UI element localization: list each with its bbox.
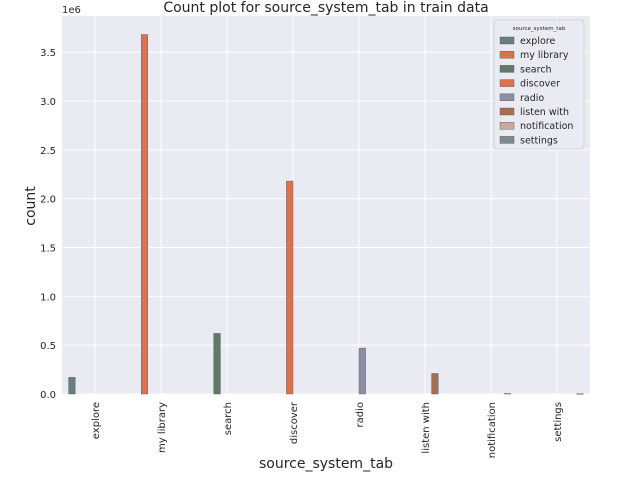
y-tick-label: 3.5 <box>40 48 56 59</box>
bar-settings <box>577 394 584 395</box>
x-tick-labels: explore my library search discover radio list… <box>91 401 564 458</box>
x-axis-label: source_system_tab <box>259 456 393 472</box>
legend-swatch <box>500 51 514 58</box>
y-tick-label: 3.0 <box>40 97 56 108</box>
x-tick-label: my library <box>157 402 168 453</box>
legend-title: source_system_tab <box>513 26 566 32</box>
legend-label: search <box>520 64 552 75</box>
x-tick-label: explore <box>91 402 102 439</box>
x-tick-label: discover <box>289 401 300 444</box>
x-tick-label: search <box>223 402 234 435</box>
x-tick-label: settings <box>553 402 564 442</box>
y-tick-label: 0.5 <box>40 341 56 352</box>
y-tick-label: 1.5 <box>40 243 56 254</box>
legend-swatch <box>500 108 514 115</box>
y-tick-labels: 0.0 0.5 1.0 1.5 2.0 2.5 3.0 3.5 <box>40 48 56 401</box>
bar-my-library <box>141 35 148 394</box>
x-tick-label: listen with <box>421 402 432 454</box>
legend-label: listen with <box>520 107 569 118</box>
legend-label: explore <box>520 36 555 47</box>
bar-search <box>214 333 221 394</box>
y-tick-label: 0.0 <box>40 390 56 401</box>
legend-swatch <box>500 136 514 143</box>
legend-label: radio <box>520 93 544 104</box>
y-tick-label: 2.0 <box>40 195 56 206</box>
bar-explore <box>69 377 76 394</box>
x-tick-label: notification <box>487 402 498 458</box>
bar-radio <box>359 348 366 394</box>
legend: source_system_tab explore my library searc… <box>494 20 584 149</box>
legend-label: settings <box>520 135 558 146</box>
legend-label: discover <box>520 79 560 90</box>
bar-listen-with <box>432 373 439 394</box>
legend-swatch <box>500 80 514 87</box>
bar-discover <box>286 181 293 394</box>
legend-label: notification <box>520 121 573 132</box>
y-offset-text: 1e6 <box>62 5 81 16</box>
legend-swatch <box>500 65 514 72</box>
y-axis-label: count <box>23 186 39 226</box>
y-tick-label: 1.0 <box>40 292 56 303</box>
legend-label: my library <box>520 50 569 61</box>
legend-swatch <box>500 37 514 44</box>
x-tick-label: radio <box>355 402 366 427</box>
y-tick-label: 2.5 <box>40 146 56 157</box>
legend-swatch <box>500 122 514 129</box>
legend-swatch <box>500 94 514 101</box>
bar-notification <box>504 394 511 395</box>
chart-title: Count plot for source_system_tab in trai… <box>163 0 488 16</box>
